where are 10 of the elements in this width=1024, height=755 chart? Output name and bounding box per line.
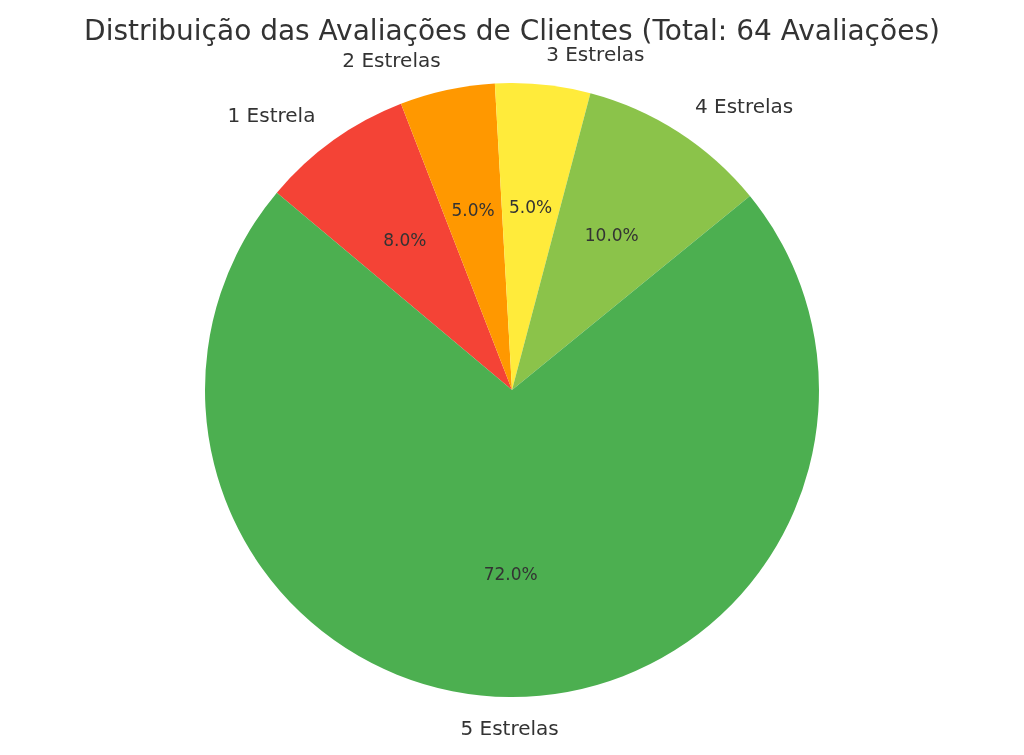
pie-slice: [205, 192, 819, 697]
data-label: 10.0%: [584, 225, 639, 246]
slice-label: 1 Estrela: [227, 103, 316, 128]
slice-label: 2 Estrelas: [342, 47, 441, 72]
data-label: 8.0%: [383, 230, 427, 251]
data-label: 5.0%: [509, 196, 553, 217]
data-label: 5.0%: [451, 199, 495, 220]
slice-label: 5 Estrelas: [460, 715, 559, 740]
data-label: 72.0%: [483, 564, 538, 585]
slice-label: 4 Estrelas: [694, 94, 794, 119]
